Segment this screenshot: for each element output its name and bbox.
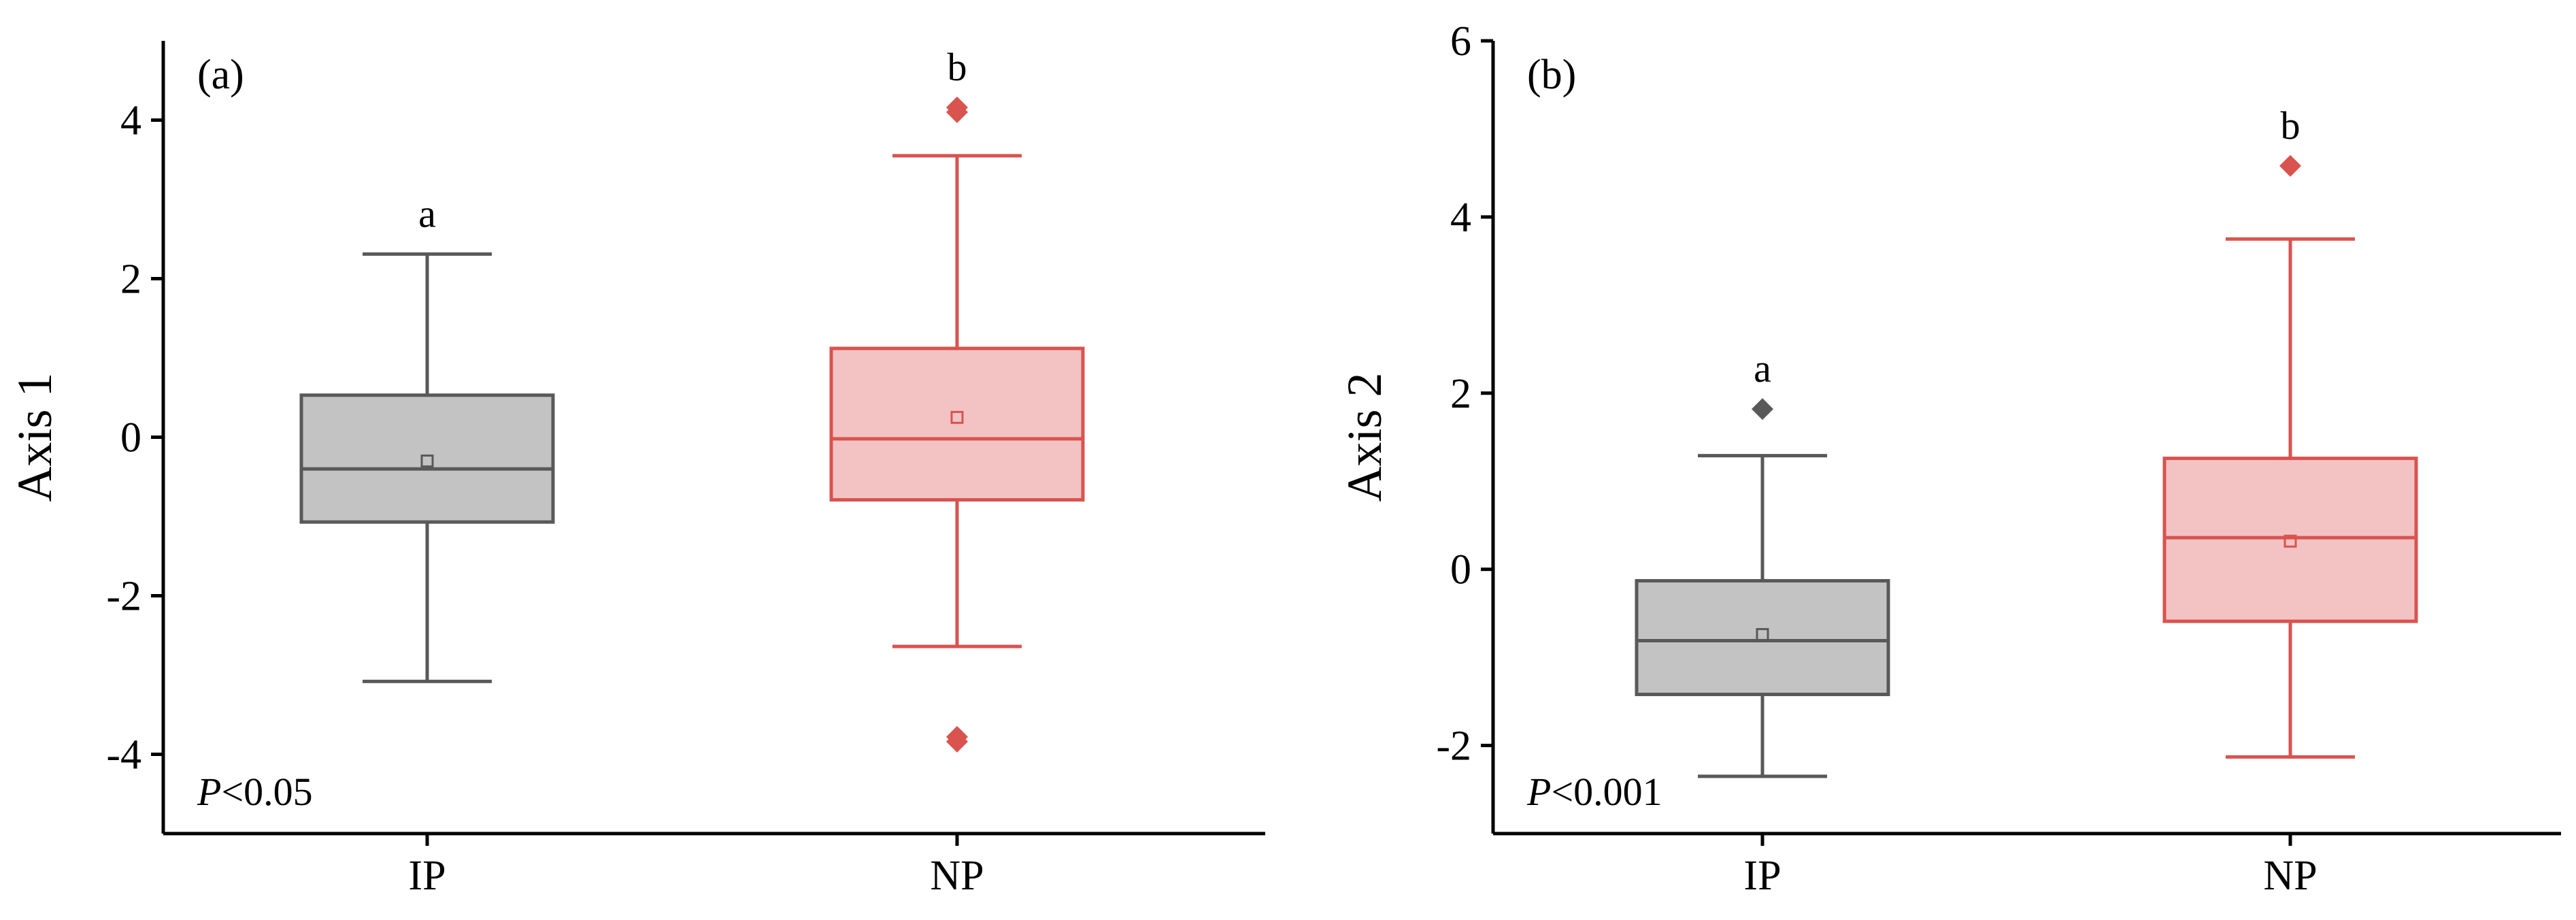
y-tick-label: 4: [120, 98, 141, 144]
y-tick-label: 4: [1450, 195, 1471, 241]
mean-marker: [2284, 534, 2297, 548]
y-axis-label: Axis 1: [7, 372, 62, 502]
y-tick-label: 2: [1450, 371, 1471, 417]
panel-label: (b): [1527, 52, 1576, 98]
iqr-box: [829, 346, 1085, 502]
outlier-point: [2279, 154, 2301, 177]
x-tick-label: IP: [1743, 853, 1781, 899]
y-axis-label: Axis 2: [1337, 372, 1392, 502]
significance-letter: a: [1754, 346, 1771, 391]
iqr-box: [2162, 457, 2418, 623]
p-text: <0.05: [221, 770, 312, 814]
panel-label: (a): [197, 52, 244, 98]
x-tick-label: IP: [408, 853, 446, 899]
y-tick-label: 6: [1450, 18, 1471, 65]
y-tick-label: 0: [120, 415, 141, 461]
p-text: <0.001: [1551, 770, 1662, 814]
p-symbol: P: [197, 770, 221, 814]
y-tick-label: -4: [106, 732, 141, 778]
x-tick-label: NP: [930, 853, 984, 899]
mean-marker: [1756, 627, 1769, 641]
box-np: b: [2162, 103, 2418, 759]
significance-letter: b: [948, 45, 967, 89]
outlier-point: [946, 96, 968, 118]
p-symbol: P: [1526, 770, 1551, 814]
iqr-box: [1635, 578, 1890, 696]
significance-letter: b: [2281, 103, 2301, 148]
p-value-annotation: P<0.001: [1526, 770, 1662, 814]
mean-marker: [950, 410, 964, 424]
significance-letter: a: [418, 191, 436, 235]
box-np: b: [829, 45, 1085, 753]
mean-marker: [420, 454, 434, 467]
x-tick-label: NP: [2263, 853, 2317, 899]
y-tick-label: 0: [1450, 547, 1471, 593]
outlier-point: [1752, 398, 1773, 421]
box-ip: a: [1635, 346, 1890, 778]
y-tick-label: -2: [106, 574, 141, 620]
p-value-annotation: P<0.05: [197, 770, 313, 814]
panel-b: -2 0 2 4 6 Axis 2 (b) P<0.001 a IP b NP: [1337, 18, 2561, 899]
box-ip: a: [299, 191, 555, 683]
panel-a: -4 -2 0 2 4 Axis 1 (a) P<0.05 a IP b NP: [7, 41, 1265, 899]
y-tick-label: 2: [120, 257, 141, 303]
outlier-point: [946, 730, 968, 753]
iqr-box: [299, 393, 555, 524]
y-tick-label: -2: [1436, 723, 1471, 770]
